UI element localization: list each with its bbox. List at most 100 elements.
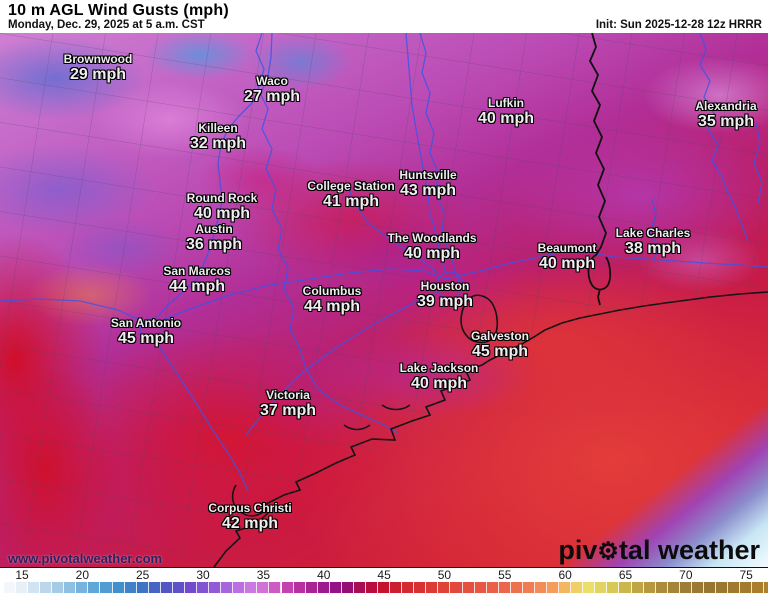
legend-color-cell — [160, 582, 173, 593]
legend-color-cell — [752, 582, 765, 593]
legend-color-cell — [438, 582, 451, 593]
legend-color-cell — [655, 582, 668, 593]
county-borders — [0, 33, 768, 567]
legend-color-cell — [522, 582, 535, 593]
legend-color-bar — [0, 582, 768, 593]
city-label: San Marcos 44 mph — [163, 264, 231, 296]
legend-color-cell — [15, 582, 29, 593]
city-gust-value: 44 mph — [303, 298, 361, 315]
map-canvas[interactable]: Brownwood 29 mph Waco 27 mph Killeen 32 mph Lu… — [0, 33, 768, 567]
city-labels-layer: Brownwood 29 mph Waco 27 mph Killeen 32 mph Lu… — [0, 33, 768, 567]
city-name: Alexandria — [695, 99, 757, 113]
brand-text-post: tal weather — [618, 535, 760, 565]
brand-text-pre: piv — [558, 535, 598, 565]
map-line-overlay — [0, 33, 768, 567]
legend-color-cell — [88, 582, 101, 593]
state-border — [587, 33, 612, 306]
legend-color-cell — [269, 582, 282, 593]
legend-color-cell — [112, 582, 125, 593]
legend-color-cell — [703, 582, 717, 593]
legend-color-cell — [498, 582, 511, 593]
legend-color-cell — [619, 582, 632, 593]
city-label: Lake Charles 38 mph — [615, 226, 691, 258]
legend-tick: 60 — [558, 568, 572, 582]
model-init-label: Init: Sun 2025-12-28 12z HRRR — [595, 19, 762, 31]
city-label: Columbus 44 mph — [302, 284, 362, 316]
legend-color-cell — [378, 582, 391, 593]
city-gust-value: 29 mph — [69, 66, 126, 83]
city-gust-value: 38 mph — [624, 240, 681, 257]
city-label: Brownwood 29 mph — [63, 52, 133, 84]
city-name: Lake Charles — [615, 226, 691, 240]
color-scale-legend: 15 20 25 30 35 40 45 50 55 60 65 70 75 — [0, 567, 768, 593]
legend-color-cell — [740, 582, 753, 593]
city-name: Lufkin — [487, 96, 524, 110]
city-label: Corpus Christi 42 mph — [208, 502, 291, 533]
city-name: Killeen — [198, 121, 238, 135]
legend-color-cell — [716, 582, 729, 593]
legend-tick: 30 — [196, 568, 210, 582]
gear-icon: ⚙ — [597, 538, 619, 565]
legend-color-cell — [329, 582, 342, 593]
city-gust-value: 37 mph — [259, 402, 317, 419]
city-gust-value: 35 mph — [697, 113, 755, 130]
legend-color-cell — [305, 582, 318, 593]
legend-color-cell — [365, 582, 379, 593]
legend-color-cell — [40, 582, 53, 593]
legend-color-cell — [607, 582, 620, 593]
legend-color-cell — [571, 582, 584, 593]
city-label: Victoria 37 mph — [259, 389, 317, 420]
legend-color-cell — [257, 582, 270, 593]
legend-color-cell — [534, 582, 548, 593]
legend-color-cell — [0, 582, 4, 593]
legend-color-cell — [486, 582, 499, 593]
city-gust-value: 41 mph — [322, 193, 379, 210]
legend-color-cell — [197, 582, 210, 593]
legend-color-cell — [402, 582, 415, 593]
city-gust-value: 36 mph — [185, 236, 243, 253]
legend-tick: 45 — [377, 568, 391, 582]
legend-color-cell — [667, 582, 680, 593]
legend-color-cell — [510, 582, 523, 593]
city-label: Galveston 45 mph — [471, 330, 529, 361]
legend-color-cell — [136, 582, 149, 593]
legend-color-cell — [3, 582, 16, 593]
city-label: College Station 41 mph — [307, 180, 394, 211]
legend-color-cell — [124, 582, 137, 593]
legend-tick: 20 — [75, 568, 90, 582]
legend-tick: 25 — [136, 568, 150, 582]
city-gust-value: 40 mph — [403, 245, 461, 262]
legend-color-cell — [547, 582, 560, 593]
legend-color-cell — [583, 582, 596, 593]
city-name: The Woodlands — [387, 231, 477, 245]
legend-color-cell — [209, 582, 222, 593]
city-gust-value: 39 mph — [416, 293, 474, 310]
city-label: Austin 36 mph — [185, 223, 243, 254]
legend-color-cell — [293, 582, 306, 593]
city-name: Columbus — [302, 284, 362, 298]
legend-color-cell — [76, 582, 89, 593]
city-label: Beaumont 40 mph — [538, 242, 597, 273]
city-gust-value: 27 mph — [243, 88, 301, 105]
city-label: Lake Jackson 40 mph — [400, 362, 479, 393]
legend-color-cell — [764, 582, 768, 593]
city-gust-value: 45 mph — [117, 330, 174, 347]
city-name: San Marcos — [163, 264, 231, 278]
legend-tick: 35 — [256, 568, 271, 582]
legend-color-cell — [474, 582, 487, 593]
city-label: The Woodlands 40 mph — [387, 231, 477, 263]
city-name: Brownwood — [63, 52, 133, 66]
legend-tick: 15 — [15, 568, 29, 582]
city-gust-value: 44 mph — [168, 278, 226, 295]
legend-tick: 70 — [679, 568, 693, 582]
legend-tick: 55 — [498, 568, 512, 582]
city-gust-value: 40 mph — [538, 255, 596, 272]
legend-color-cell — [245, 582, 258, 593]
legend-color-cell — [281, 582, 294, 593]
city-gust-value: 42 mph — [221, 515, 278, 532]
legend-tick-row: 15 20 25 30 35 40 45 50 55 60 65 70 75 — [0, 568, 768, 582]
legend-color-cell — [595, 582, 608, 593]
legend-color-cell — [100, 582, 113, 593]
rivers-and-roads — [0, 33, 768, 492]
legend-color-cell — [172, 582, 185, 593]
